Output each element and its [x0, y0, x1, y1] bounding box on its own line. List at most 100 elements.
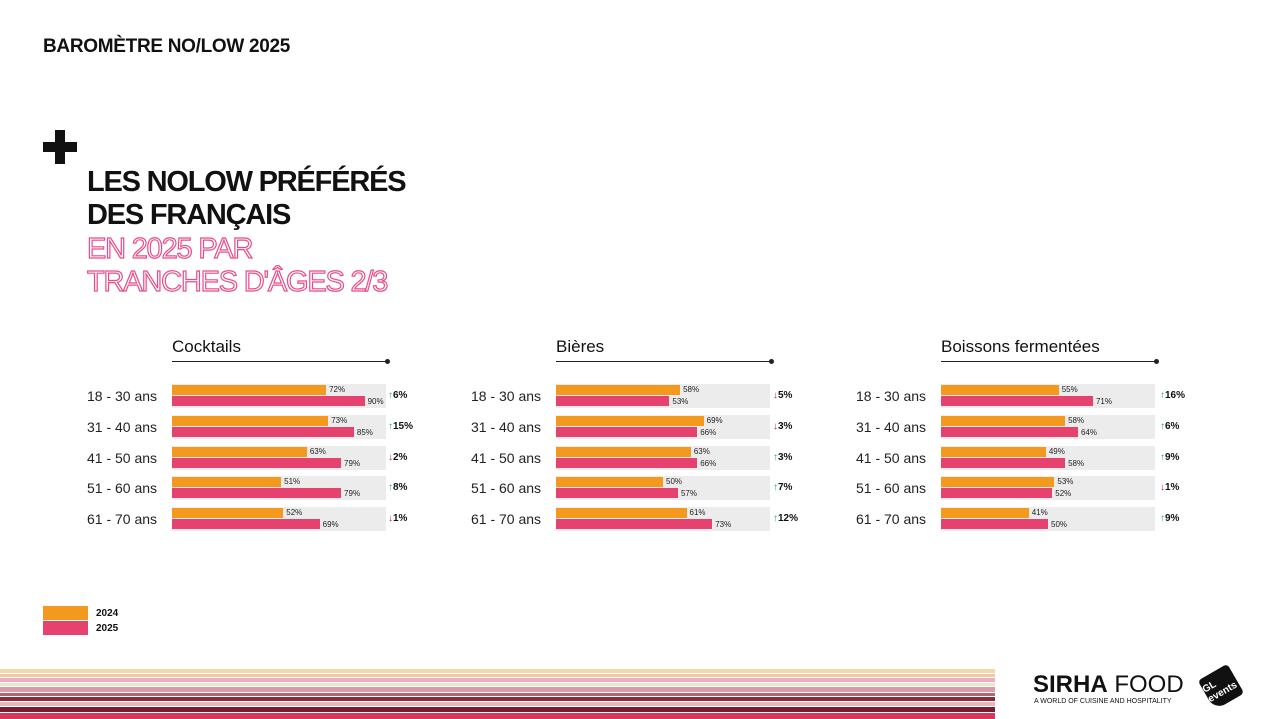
- data-label-2025: 90%: [367, 397, 384, 406]
- chart-title-underline: [172, 359, 390, 364]
- change-indicator: ↓5%: [773, 390, 792, 401]
- data-label-2024: 69%: [706, 415, 723, 425]
- brand-light: FOOD: [1114, 671, 1184, 698]
- data-label-2025: 52%: [1055, 489, 1072, 499]
- bar-2024: [941, 385, 1059, 395]
- data-label-2025: 69%: [322, 520, 339, 529]
- bar-2025: [556, 457, 698, 468]
- change-indicator: ↑7%: [773, 482, 792, 493]
- bar-2024: [556, 446, 691, 457]
- legend-swatch-2024: [43, 606, 88, 620]
- change-indicator: ↑3%: [773, 452, 792, 463]
- data-label-2024: 50%: [666, 477, 683, 487]
- arrow-up-icon: ↑: [1160, 451, 1165, 463]
- arrow-up-icon: ↑: [388, 420, 393, 432]
- bar-2024: [172, 415, 329, 426]
- change-indicator: ↓1%: [1160, 482, 1179, 493]
- bar-2024: [556, 508, 687, 518]
- arrow-down-icon: ↓: [388, 513, 393, 524]
- change-value: 7%: [778, 482, 793, 494]
- data-label-2024: 58%: [683, 385, 700, 394]
- data-label-2025: 50%: [1051, 520, 1068, 529]
- sirha-food-logo: SIRHA FOOD: [1033, 671, 1184, 699]
- change-indicator: ↑9%: [1160, 452, 1179, 463]
- bar-2024: [941, 477, 1055, 488]
- age-group-label: 41 - 50 ans: [87, 449, 158, 466]
- age-group-label: 41 - 50 ans: [471, 449, 542, 466]
- data-label-2025: 85%: [356, 427, 373, 437]
- change-value: 9%: [1165, 513, 1180, 524]
- arrow-down-icon: ↓: [388, 451, 393, 463]
- data-label-2025: 79%: [344, 458, 361, 468]
- age-group-label: 61 - 70 ans: [471, 511, 542, 527]
- change-indicator: ↓2%: [388, 452, 407, 463]
- change-indicator: ↓3%: [773, 421, 792, 432]
- bar-2024: [941, 446, 1046, 457]
- age-group-label: 41 - 50 ans: [856, 449, 927, 466]
- sub-title: EN 2025 PAR TRANCHES D'ÂGES 2/3: [86, 232, 389, 299]
- bar-2025: [941, 488, 1053, 499]
- data-label-2024: 41%: [1031, 508, 1048, 517]
- change-value: 1%: [1165, 482, 1180, 494]
- bar-2025: [941, 519, 1048, 529]
- change-value: 1%: [393, 513, 408, 524]
- bar-2025: [172, 488, 342, 499]
- arrow-up-icon: ↑: [388, 390, 393, 401]
- data-label-2024: 55%: [1061, 385, 1078, 394]
- main-title: LES NOLOW PRÉFÉRÉS DES FRANÇAIS: [87, 166, 407, 232]
- bar-2024: [172, 508, 284, 518]
- bar-2025: [172, 396, 365, 406]
- arrow-up-icon: ↑: [773, 451, 778, 463]
- bar-2024: [172, 446, 307, 457]
- data-label-2024: 72%: [329, 385, 346, 394]
- legend-label-2024: 2024: [96, 608, 119, 619]
- change-value: 8%: [393, 482, 408, 494]
- arrow-up-icon: ↑: [1160, 390, 1165, 401]
- data-label-2024: 58%: [1068, 415, 1085, 425]
- change-value: 3%: [778, 451, 793, 463]
- change-indicator: ↓1%: [388, 513, 407, 524]
- change-value: 3%: [778, 420, 793, 432]
- data-label-2024: 63%: [693, 446, 710, 456]
- bar-2024: [556, 477, 663, 488]
- change-indicator: ↑8%: [388, 482, 407, 493]
- arrow-down-icon: ↓: [773, 420, 778, 432]
- data-label-2024: 53%: [1057, 477, 1074, 487]
- brand-bold: SIRHA: [1033, 671, 1108, 698]
- change-indicator: ↑12%: [773, 513, 798, 524]
- change-indicator: ↑16%: [1160, 390, 1185, 401]
- change-value: 6%: [1165, 420, 1180, 432]
- bar-2024: [941, 508, 1029, 518]
- arrow-down-icon: ↓: [773, 390, 778, 401]
- age-group-label: 31 - 40 ans: [87, 418, 158, 435]
- change-indicator: ↑15%: [388, 421, 413, 432]
- change-value: 15%: [393, 420, 414, 432]
- data-label-2025: 57%: [680, 489, 697, 499]
- chart-title-underline: [941, 359, 1159, 364]
- change-indicator: ↑6%: [1160, 421, 1179, 432]
- sub-title-line2: TRANCHES D'ÂGES 2/3: [86, 265, 389, 298]
- bar-2025: [941, 396, 1093, 406]
- plus-icon: [43, 130, 77, 164]
- age-group-label: 61 - 70 ans: [856, 511, 927, 527]
- bar-2025: [556, 396, 670, 406]
- age-group-label: 61 - 70 ans: [87, 511, 158, 527]
- data-label-2025: 64%: [1080, 427, 1097, 437]
- bar-2025: [556, 519, 713, 529]
- legend-label-2025: 2025: [96, 623, 119, 634]
- bar-2025: [172, 519, 320, 529]
- data-label-2025: 73%: [715, 520, 732, 529]
- bar-2025: [172, 426, 354, 437]
- arrow-up-icon: ↑: [773, 482, 778, 494]
- age-group-label: 51 - 60 ans: [87, 480, 158, 497]
- bar-2025: [556, 426, 698, 437]
- header-title: BAROMÈTRE NO/LOW 2025: [43, 36, 291, 57]
- arrow-up-icon: ↑: [1160, 420, 1165, 432]
- brand-tagline: A WORLD OF CUISINE AND HOSPITALITY: [1034, 698, 1172, 705]
- bar-2025: [941, 457, 1066, 468]
- age-group-label: 51 - 60 ans: [856, 480, 927, 497]
- data-label-2024: 61%: [689, 508, 706, 517]
- data-label-2025: 71%: [1095, 397, 1112, 406]
- decorative-stripes: [0, 669, 995, 719]
- bar-2025: [556, 488, 678, 499]
